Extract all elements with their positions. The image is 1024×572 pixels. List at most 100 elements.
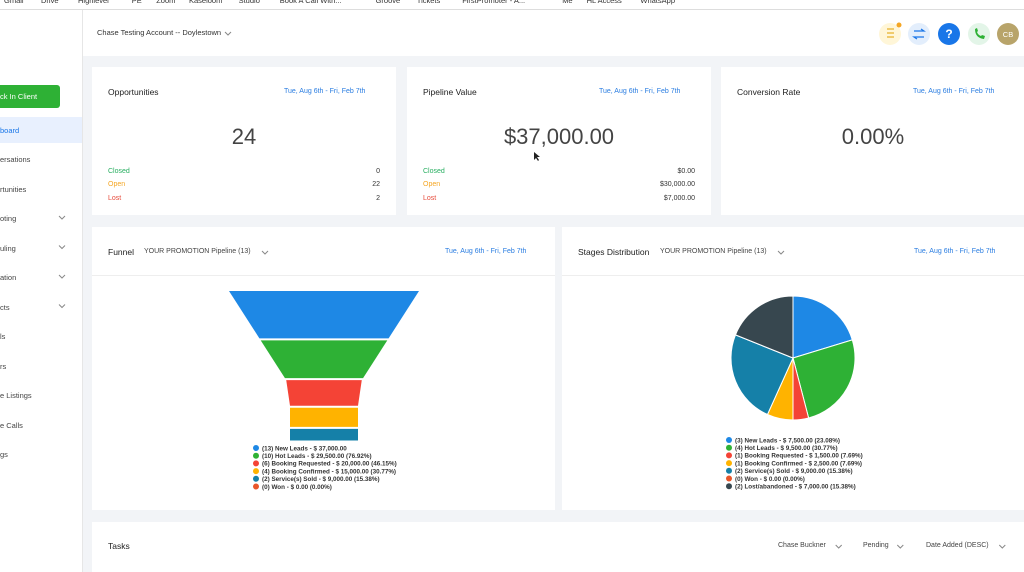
check-in-button[interactable]: ck In Client [0, 85, 60, 108]
chevron [896, 544, 904, 549]
bookmark[interactable]: PE [131, 0, 142, 5]
header-icon [968, 23, 990, 45]
legend-dot [253, 445, 259, 451]
pipeline-select[interactable]: YOUR PROMOTION Pipeline (13) [660, 248, 767, 255]
legend-dot [726, 475, 732, 482]
row-label: Closed [108, 168, 130, 175]
notification-dot [896, 22, 902, 28]
legend-label: (0) Won - $ 0.00 (0.00%) [735, 476, 805, 483]
legend-label: (2) Service(s) Sold - $ 9,000.00 (15.38%… [735, 468, 853, 475]
row-value: 22 [372, 181, 380, 189]
legend-label: (1) Booking Confirmed - $ 2,500.00 (7.69… [735, 460, 862, 467]
chevron [58, 274, 66, 279]
row-label: Open [423, 181, 441, 189]
sidebar-item[interactable]: e Listings [0, 391, 32, 400]
legend-label: (13) New Leads - $ 37,000.00 [262, 445, 347, 452]
legend-label: (10) Hot Leads - $ 29,500.00 (76.92%) [262, 453, 372, 460]
date-range[interactable]: Tue, Aug 6th - Fri, Feb 7th [599, 88, 681, 95]
legend-label: (0) Won - $ 0.00 (0.00%) [262, 484, 332, 491]
card-value: 24 [231, 124, 257, 149]
legend-dot [253, 452, 259, 459]
legend-dot [253, 483, 259, 490]
chart-divider [92, 275, 555, 276]
card-value: $37,000.00 [503, 124, 615, 149]
chevron [58, 245, 66, 250]
sidebar-item[interactable]: e Calls [0, 420, 23, 430]
bookmark[interactable]: Groove [375, 0, 401, 5]
legend-dot [253, 475, 259, 482]
legend-label: (4) Booking Confirmed - $ 15,000.00 (30.… [262, 468, 396, 475]
task-filter[interactable]: Date Added (DESC) [926, 542, 989, 549]
avatar: CB [1003, 30, 1013, 39]
pie-slice [792, 295, 853, 359]
legend-dot [253, 460, 259, 467]
row-value: $7,000.00 [663, 194, 695, 202]
header-icon [938, 23, 960, 45]
bookmark[interactable]: FirstPromoter - A... [462, 0, 526, 5]
sidebar-item[interactable]: board [0, 126, 20, 135]
bookmark[interactable]: HL Access [586, 0, 622, 5]
date-range[interactable]: Tue, Aug 6th - Fri, Feb 7th [914, 248, 996, 255]
sidebar-item[interactable]: ls [0, 332, 6, 341]
funnel-segment [260, 340, 388, 379]
pipeline-select[interactable]: YOUR PROMOTION Pipeline (13) [144, 248, 251, 255]
bookmark[interactable]: Kaseloom [189, 0, 223, 5]
bookmark[interactable]: Highlevel [78, 0, 109, 5]
row-value: 2 [376, 194, 380, 202]
bookmark[interactable]: Gmail [4, 0, 24, 5]
sidebar-item[interactable]: ation [0, 273, 17, 282]
bookmark[interactable]: Studio [238, 0, 260, 5]
header-icon [997, 23, 1019, 45]
task-filter[interactable]: Pending [863, 542, 889, 549]
legend-dot [726, 467, 732, 474]
stat-card [92, 67, 396, 215]
chevron [835, 544, 843, 549]
cursor [534, 152, 540, 161]
date-range[interactable]: Tue, Aug 6th - Fri, Feb 7th [913, 88, 995, 95]
bookmark[interactable]: Zoom [156, 0, 176, 5]
stat-card [407, 67, 711, 215]
funnel-segment [290, 428, 358, 441]
sidebar-item[interactable]: cts [0, 302, 10, 312]
date-range[interactable]: Tue, Aug 6th - Fri, Feb 7th [445, 248, 527, 255]
bookmark[interactable]: Tickets [416, 0, 441, 5]
pie-slice [792, 339, 856, 419]
phone-icon [975, 28, 985, 39]
task-filter[interactable]: Chase Buckner [778, 542, 826, 549]
help-icon: ? [945, 27, 952, 41]
sidebar-item[interactable]: gs [0, 450, 8, 459]
row-label: Open [108, 181, 126, 189]
bookmark[interactable]: Drive [41, 0, 59, 5]
legend-dot [253, 468, 259, 475]
date-range[interactable]: Tue, Aug 6th - Fri, Feb 7th [284, 88, 366, 95]
stat-card [721, 67, 1024, 215]
sidebar-item[interactable]: rtunities [0, 184, 27, 194]
legend-label: (2) Service(s) Sold - $ 9,000.00 (15.38%… [262, 476, 380, 483]
tasks-card [92, 522, 1024, 572]
chevron [777, 250, 785, 255]
card-value: 0.00% [841, 124, 905, 149]
legend-dot [726, 460, 732, 467]
pie-slice [730, 334, 794, 416]
chevron [998, 544, 1006, 549]
legend-dot [726, 444, 732, 451]
bookmark[interactable]: WhatsApp [640, 0, 675, 5]
row-value: $30,000.00 [659, 181, 695, 189]
sidebar-item[interactable]: rs [0, 361, 7, 371]
legend-dot [726, 483, 732, 490]
sidebar-item[interactable]: uling [0, 243, 16, 253]
bookmark[interactable]: Me [562, 0, 573, 5]
sidebar-item[interactable]: oting [0, 214, 17, 223]
legend-dot [726, 452, 732, 459]
account-switcher[interactable]: Chase Testing Account -- Doylestown [97, 28, 222, 37]
chevron [58, 215, 66, 220]
row-value: $0.00 [677, 168, 695, 175]
card-title: Conversion Rate [737, 87, 801, 97]
chart-title: Stages Distribution [578, 247, 650, 257]
header-icon [908, 23, 930, 45]
chevron [261, 250, 269, 255]
legend-label: (1) Booking Requested - $ 1,500.00 (7.69… [735, 453, 863, 460]
sidebar-item[interactable]: ersations [0, 155, 31, 164]
bookmark[interactable]: Book A Call With... [279, 0, 342, 5]
legend-label: (2) Lost/abandoned - $ 7,000.00 (15.38%) [735, 484, 856, 491]
